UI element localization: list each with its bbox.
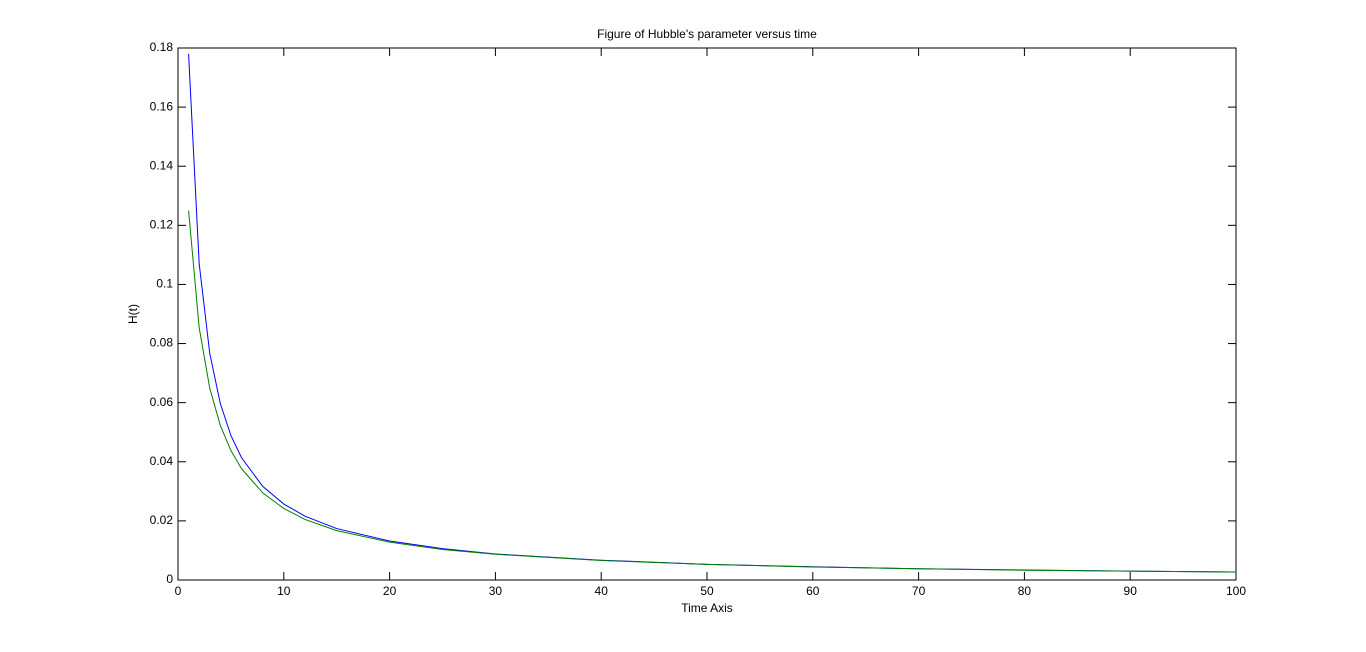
y-axis-label: H(t)	[126, 304, 140, 324]
x-tick-label: 60	[806, 584, 820, 598]
y-tick-label: 0.02	[150, 513, 174, 527]
y-tick-label: 0.18	[150, 40, 174, 54]
x-tick-label: 20	[383, 584, 397, 598]
y-tick-label: 0.16	[150, 99, 174, 113]
y-tick-label: 0.1	[156, 277, 173, 291]
x-tick-label: 70	[912, 584, 926, 598]
x-tick-label: 30	[489, 584, 503, 598]
plot-area	[177, 47, 1237, 581]
chart-title: Figure of Hubble's parameter versus time	[597, 27, 817, 41]
y-tick-label: 0.06	[150, 395, 174, 409]
line-series	[188, 210, 1237, 573]
x-axis-label: Time Axis	[681, 601, 733, 615]
x-tick-label: 100	[1226, 584, 1246, 598]
x-tick-label: 90	[1124, 584, 1138, 598]
x-tick-label: 10	[277, 584, 291, 598]
y-tick-label: 0.14	[150, 158, 174, 172]
x-tick-label: 40	[595, 584, 609, 598]
x-tick-label: 80	[1018, 584, 1032, 598]
y-tick-label: 0.08	[150, 336, 174, 350]
y-tick-label: 0	[166, 572, 173, 586]
x-tick-label: 50	[700, 584, 714, 598]
y-tick-label: 0.04	[150, 454, 174, 468]
y-tick-label: 0.12	[150, 218, 174, 232]
x-tick-label: 0	[175, 584, 182, 598]
